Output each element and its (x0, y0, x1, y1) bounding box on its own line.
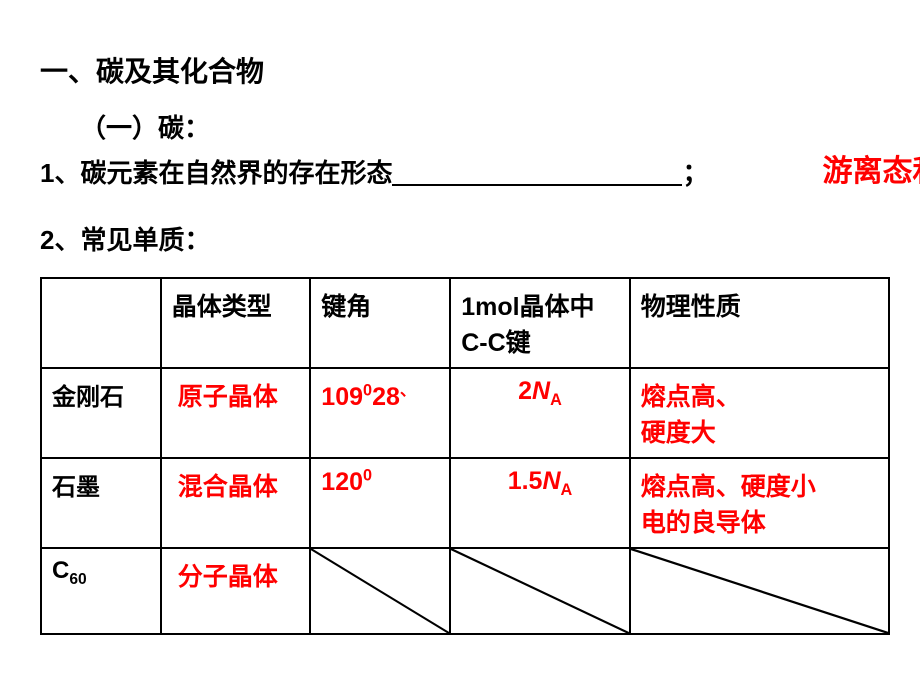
cc-prefix: 1.5 (508, 467, 543, 495)
line3-prefix: 1、碳元素在自然界的存在形态 (40, 158, 392, 188)
header-cc-bonds: 1mol晶体中 C-C键 (450, 278, 630, 368)
cell-diamond-crystal: 原子晶体 (161, 368, 311, 458)
subheading-1: （一）碳： (80, 108, 880, 145)
angle-deg: 109 (321, 383, 363, 411)
props-l1: 熔点高、 (641, 383, 741, 411)
val-graphite-cc: 1.5NA (508, 467, 573, 495)
header-properties: 物理性质 (630, 278, 889, 368)
allotrope-table: 晶体类型 键角 1mol晶体中 C-C键 物理性质 金刚石 原子晶体 10902… (40, 277, 890, 635)
rowhead-graphite: 石墨 (41, 458, 161, 548)
val-diamond-crystal: 原子晶体 (172, 383, 278, 411)
table-row: C60 分子晶体 (41, 548, 889, 634)
cc-N: N (542, 467, 560, 495)
cell-c60-crystal: 分子晶体 (161, 548, 311, 634)
fill-in-blank-line: 游离态和化合态 (392, 184, 682, 186)
cell-graphite-crystal: 混合晶体 (161, 458, 311, 548)
angle-min: 28 (372, 383, 400, 411)
cell-c60-props-na (630, 548, 889, 634)
cell-graphite-angle: 1200 (310, 458, 450, 548)
cell-graphite-props: 熔点高、硬度小 电的良导体 (630, 458, 889, 548)
val-diamond-props: 熔点高、 硬度大 (641, 383, 741, 447)
val-graphite-props: 熔点高、硬度小 电的良导体 (641, 473, 816, 537)
table-row: 石墨 混合晶体 1200 1.5NA 熔点高、硬度小 电的良导体 (41, 458, 889, 548)
diagonal-slash-icon (451, 549, 629, 633)
cell-diamond-angle: 109028、 (310, 368, 450, 458)
heading-2: 2、常见单质： (40, 220, 880, 257)
val-graphite-crystal: 混合晶体 (172, 473, 278, 501)
cell-diamond-props: 熔点高、 硬度大 (630, 368, 889, 458)
diagonal-slash-icon (311, 549, 449, 633)
subheading-wrap: （一）碳： (40, 108, 880, 145)
table-row: 金刚石 原子晶体 109028、 2NA 熔点高、 硬度大 (41, 368, 889, 458)
header-bond-angle: 键角 (310, 278, 450, 368)
rowhead-c60: C60 (41, 548, 161, 634)
c60-base: C (52, 557, 69, 584)
diagonal-slash-icon (631, 549, 888, 633)
table-header-row: 晶体类型 键角 1mol晶体中 C-C键 物理性质 (41, 278, 889, 368)
angle-deg: 120 (321, 468, 363, 496)
header-crystal-type: 晶体类型 (161, 278, 311, 368)
header-cc-line2: C-C键 (461, 329, 530, 357)
header-blank (41, 278, 161, 368)
cc-A: A (561, 481, 573, 499)
rowhead-diamond: 金刚石 (41, 368, 161, 458)
val-diamond-cc: 2NA (518, 377, 562, 405)
cc-N: N (532, 377, 550, 405)
props-l2: 硬度大 (641, 419, 716, 447)
angle-sup: 0 (363, 467, 372, 485)
header-cc-line1: 1mol晶体中 (461, 293, 594, 321)
line3-wrap: 1、碳元素在自然界的存在形态 游离态和化合态 ； (40, 153, 880, 190)
cc-prefix: 2 (518, 377, 532, 405)
cell-diamond-cc: 2NA (450, 368, 630, 458)
val-c60-crystal: 分子晶体 (172, 563, 278, 591)
val-graphite-angle: 1200 (321, 468, 372, 496)
angle-sup: 0 (363, 382, 372, 400)
cell-c60-angle-na (310, 548, 450, 634)
val-diamond-angle: 109028、 (321, 383, 416, 411)
section-heading-1: 一、碳及其化合物 (40, 50, 880, 90)
props-l1: 熔点高、硬度小 (641, 473, 816, 501)
props-l2: 电的良导体 (641, 509, 766, 537)
angle-tick: 、 (400, 382, 416, 400)
line3-suffix: ； (682, 158, 708, 188)
fill-in-answer: 游离态和化合态 (822, 146, 920, 190)
cell-graphite-cc: 1.5NA (450, 458, 630, 548)
c60-sub: 60 (69, 571, 86, 588)
cell-c60-cc-na (450, 548, 630, 634)
cc-A: A (550, 391, 562, 409)
